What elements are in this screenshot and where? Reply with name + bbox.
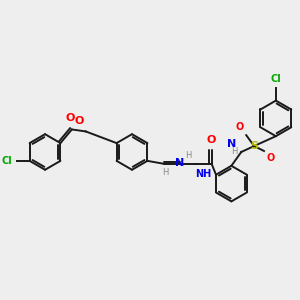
Text: H: H [231,147,238,156]
Text: O: O [207,135,216,145]
Text: O: O [74,116,83,127]
Text: H: H [185,151,191,160]
Text: Cl: Cl [1,156,12,166]
Text: Cl: Cl [271,74,281,84]
Text: O: O [235,122,243,132]
Text: O: O [65,112,75,122]
Text: S: S [250,141,258,151]
Text: N: N [176,158,184,168]
Text: H: H [162,168,168,177]
Text: NH: NH [196,169,212,179]
Text: O: O [267,153,275,163]
Text: N: N [227,139,236,149]
